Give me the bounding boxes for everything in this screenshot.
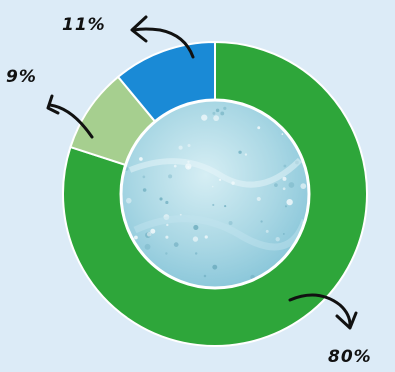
water-bubble [173,242,179,248]
water-bubble [142,188,147,192]
water-bubble [192,236,199,242]
water-bubble [178,145,183,150]
water-bubble [211,185,214,188]
water-bubble [165,252,168,255]
water-bubble [215,108,220,113]
water-bubble [282,187,286,191]
water-bubble [212,264,218,270]
water-bubble [166,223,169,227]
water-bubble [282,233,285,235]
water-bubble [275,237,280,242]
arrow-80-percent [288,293,358,330]
water-bubble [193,224,199,231]
water-bubble [159,197,163,201]
water-bubble [286,198,293,206]
water-bubble [125,197,132,204]
water-bubble [145,232,151,238]
water-bubble [150,228,156,234]
water-bubble [179,213,182,216]
water-bubble [223,106,227,110]
water-bubbles [124,101,307,280]
water-bubble [204,235,208,239]
arrow-11-percent [130,15,195,59]
water-bubble [218,178,222,181]
water-bubble [260,220,263,223]
center-border [119,98,311,290]
water-bubble [213,115,220,122]
water-bubble [281,133,284,135]
label-9-percent: 9% [6,67,37,87]
water-bubble [244,153,248,156]
water-bubble [163,214,170,220]
water-bubble [201,114,208,121]
water-bubble [203,274,207,278]
donut-slices [62,40,368,347]
arrow-9-percent [46,94,94,139]
water-bubble [212,111,216,115]
water-bubble [144,243,151,250]
water-bubble [274,183,278,187]
water-bubble [283,164,287,168]
water-bubble [228,220,233,225]
water-bubble [284,205,287,208]
water-bubble [256,196,261,201]
water-bubble [238,150,242,154]
water-bubble [220,111,225,116]
water-bubble [187,143,191,147]
water-bubble [212,203,215,207]
water-bubble [224,204,227,208]
water-bubble [257,126,261,130]
water-bubble [142,175,146,179]
water-bubble [146,232,152,237]
water-bubble [165,200,169,205]
water-bubble [168,174,173,179]
water-bubble [282,176,287,181]
center-water-image [121,100,309,288]
water-bubble [300,183,307,190]
water-bubble [139,157,143,161]
water-bubble [194,252,198,255]
label-11-percent: 11% [62,15,106,35]
water-bubble [173,164,177,168]
water-bubble [165,235,169,239]
water-bubble [288,182,295,188]
water-bubble [265,229,269,233]
water-bubble [134,235,138,240]
label-80-percent: 80% [328,347,372,367]
